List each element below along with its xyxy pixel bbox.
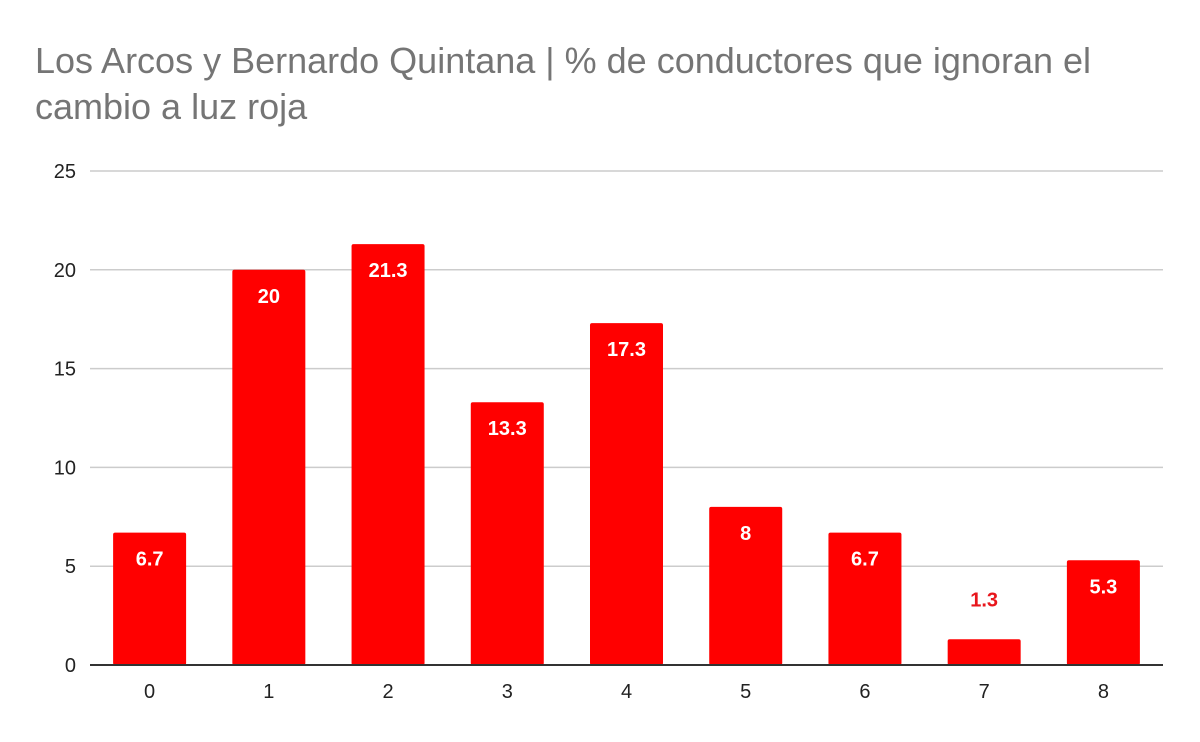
bar-data-label: 1.3 — [970, 589, 998, 611]
chart-title: Los Arcos y Bernardo Quintana | % de con… — [35, 40, 1092, 127]
y-tick-label: 20 — [54, 260, 76, 282]
bar — [590, 323, 663, 665]
bar-data-label: 20 — [258, 286, 280, 308]
x-tick-label: 6 — [859, 681, 870, 703]
data-labels: 6.7 20 21.3 13.3 17.3 8 6.7 1.3 5.3 — [136, 260, 1118, 611]
y-tick-label: 10 — [54, 457, 76, 479]
x-tick-label: 7 — [979, 681, 990, 703]
x-tick-label: 5 — [740, 681, 751, 703]
bar — [1066, 560, 1140, 665]
bar — [947, 639, 1021, 665]
bar-data-label: 13.3 — [488, 418, 527, 440]
x-tick-label: 1 — [263, 681, 274, 703]
x-tick-label: 8 — [1098, 681, 1109, 703]
bar — [828, 532, 902, 665]
y-tick-label: 25 — [54, 161, 76, 183]
x-tick-label: 4 — [621, 681, 632, 703]
bar-data-label: 5.3 — [1089, 576, 1117, 598]
bar — [470, 402, 544, 665]
y-axis-ticks: 0 5 10 15 20 25 — [54, 161, 76, 677]
bar — [232, 269, 306, 665]
y-tick-label: 15 — [54, 359, 76, 381]
bar — [351, 244, 425, 665]
x-axis-ticks: 0 1 2 3 4 5 6 7 8 — [144, 681, 1109, 703]
bar — [113, 532, 187, 665]
bar — [709, 506, 783, 665]
bar-data-label: 8 — [740, 523, 751, 545]
y-tick-label: 5 — [65, 556, 76, 578]
bars — [113, 244, 1140, 665]
bar-data-label: 6.7 — [136, 549, 164, 571]
bar-data-label: 21.3 — [369, 260, 408, 282]
x-tick-label: 2 — [382, 681, 393, 703]
bar-data-label: 17.3 — [607, 339, 646, 361]
x-tick-label: 0 — [144, 681, 155, 703]
bar-data-label: 6.7 — [851, 549, 879, 571]
y-tick-label: 0 — [65, 655, 76, 677]
x-tick-label: 3 — [502, 681, 513, 703]
